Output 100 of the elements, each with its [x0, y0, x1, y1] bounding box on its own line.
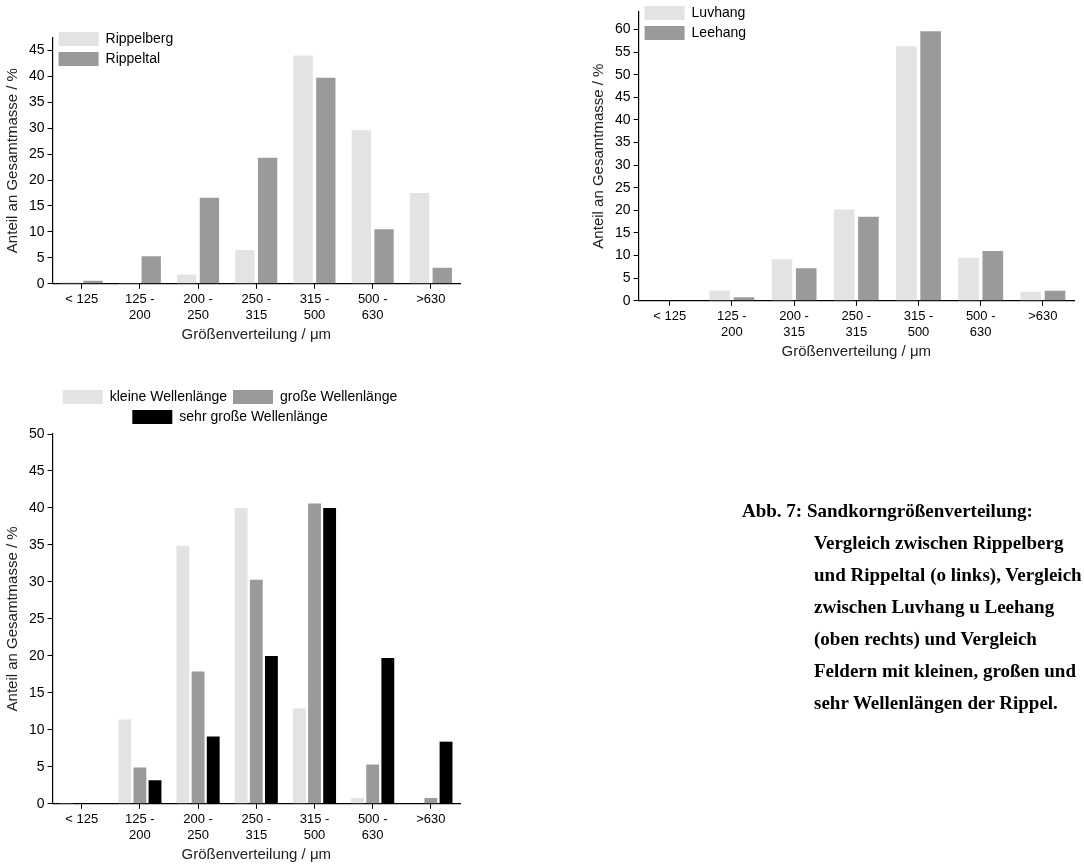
bar [292, 708, 306, 804]
y-axis-title: Anteil an Gesamtmasse / % [3, 68, 21, 254]
x-tick-label: 500 - 630 [357, 811, 388, 842]
y-tick-label: 0 [622, 291, 631, 308]
legend-label: Rippelberg [105, 29, 174, 46]
bar [896, 46, 917, 301]
bar [177, 274, 197, 284]
y-tick-label: 50 [614, 65, 631, 82]
bar [351, 130, 371, 284]
bar [858, 216, 879, 301]
y-tick-label: 5 [36, 757, 45, 774]
bar [141, 256, 161, 284]
y-tick-label: 55 [614, 42, 631, 59]
bar [316, 77, 336, 284]
x-tick-label: < 125 [65, 811, 99, 827]
bar [1020, 291, 1042, 301]
y-tick-label: 15 [614, 223, 631, 240]
bar [249, 579, 263, 804]
bar [409, 193, 430, 284]
y-tick-label: 45 [614, 88, 631, 105]
x-tick-label: 125 - 200 [717, 308, 747, 339]
legend-label: Luvhang [691, 3, 746, 20]
y-tick-label: 25 [614, 178, 631, 195]
y-tick-label: 25 [28, 609, 45, 626]
y-tick-label: 30 [28, 119, 45, 136]
x-tick-label: 315 - 500 [903, 308, 934, 339]
y-tick-label: 15 [28, 683, 45, 700]
legend-label: kleine Wellenlänge [109, 387, 228, 404]
y-tick-label: 15 [28, 196, 45, 213]
y-tick-label: 30 [614, 156, 631, 172]
y-tick-label: 35 [28, 535, 45, 552]
x-tick-label: 250 - 315 [241, 291, 272, 322]
x-axis-title: Größenverteilung / μm [181, 845, 332, 863]
y-tick-label: 25 [28, 144, 45, 161]
x-tick-label: 200 - 315 [779, 308, 809, 339]
y-tick-label: 10 [614, 246, 631, 263]
bar [133, 767, 147, 804]
bar [709, 290, 731, 301]
bar [771, 259, 793, 301]
y-tick-label: 40 [614, 110, 631, 127]
y-tick-label: 5 [36, 248, 45, 265]
bar [234, 507, 248, 804]
bar [366, 764, 380, 804]
y-tick-label: 60 [614, 20, 631, 37]
bar [118, 719, 132, 804]
x-axis-title: Größenverteilung / μm [781, 342, 932, 360]
bar [199, 197, 220, 284]
bar [958, 257, 979, 301]
y-tick-label: 30 [28, 572, 45, 589]
y-tick-label: 40 [28, 67, 45, 84]
x-tick-label: 500 - 630 [357, 291, 388, 322]
bar [982, 251, 1004, 301]
bar [1044, 290, 1066, 301]
bar [257, 157, 278, 284]
bar [191, 671, 205, 804]
legend-label: große Wellenlänge [280, 387, 398, 404]
y-tick-label: 10 [28, 720, 45, 737]
y-tick-label: 40 [28, 498, 45, 515]
bar [920, 31, 941, 301]
y-tick-label: 20 [28, 170, 45, 187]
y-tick-label: 10 [28, 222, 45, 239]
x-tick-label: >630 [416, 811, 446, 827]
y-tick-label: 50 [28, 424, 45, 441]
x-tick-label: >630 [416, 291, 446, 307]
x-tick-label: 250 - 315 [841, 308, 872, 339]
x-axis-title: Größenverteilung / μm [181, 325, 332, 343]
y-tick-label: 20 [614, 201, 631, 218]
y-axis-title: Anteil an Gesamtmasse / % [3, 526, 21, 712]
y-tick-label: 45 [28, 461, 45, 478]
x-tick-label: 200 - 250 [183, 811, 213, 842]
y-tick-label: 20 [28, 646, 45, 663]
bar [235, 250, 255, 284]
bar [424, 797, 438, 804]
x-tick-label: 500 - 630 [965, 308, 996, 339]
y-tick-label: 35 [28, 93, 45, 110]
caption: Abb. 7: Sandkorngrößenverteilung: Vergleich zwischen Rippelberg und Rippeltal (o links), Vergleich zwischen Luvhang u Leehang (oben rechts) und Vergleich Feldern mit kleinen, großen und sehr Wellenlängen der Rippel. [742, 499, 1083, 715]
bar [795, 268, 817, 301]
bar [308, 503, 321, 804]
legend-label: sehr große Wellenlänge [179, 407, 328, 424]
y-tick-label: 0 [36, 274, 45, 291]
x-tick-label: 125 - 200 [125, 291, 155, 322]
x-tick-label: 250 - 315 [241, 811, 272, 842]
y-tick-label: 0 [36, 794, 45, 811]
y-tick-label: 5 [622, 269, 631, 286]
bar [374, 229, 394, 284]
bar [293, 55, 313, 284]
x-tick-label: 315 - 500 [299, 291, 330, 322]
y-axis-title: Anteil an Gesamtmasse / % [589, 63, 607, 249]
bar [833, 209, 855, 301]
y-tick-label: 35 [614, 133, 631, 150]
bar [733, 297, 755, 301]
bar [432, 267, 452, 284]
bar [176, 545, 190, 804]
x-tick-label: < 125 [65, 291, 99, 307]
legend-label: Leehang [691, 23, 747, 40]
bar [351, 797, 364, 804]
x-tick-label: 125 - 200 [125, 811, 155, 842]
x-tick-label: 315 - 500 [299, 811, 330, 842]
x-tick-label: >630 [1028, 308, 1058, 324]
y-tick-label: 45 [28, 41, 45, 58]
